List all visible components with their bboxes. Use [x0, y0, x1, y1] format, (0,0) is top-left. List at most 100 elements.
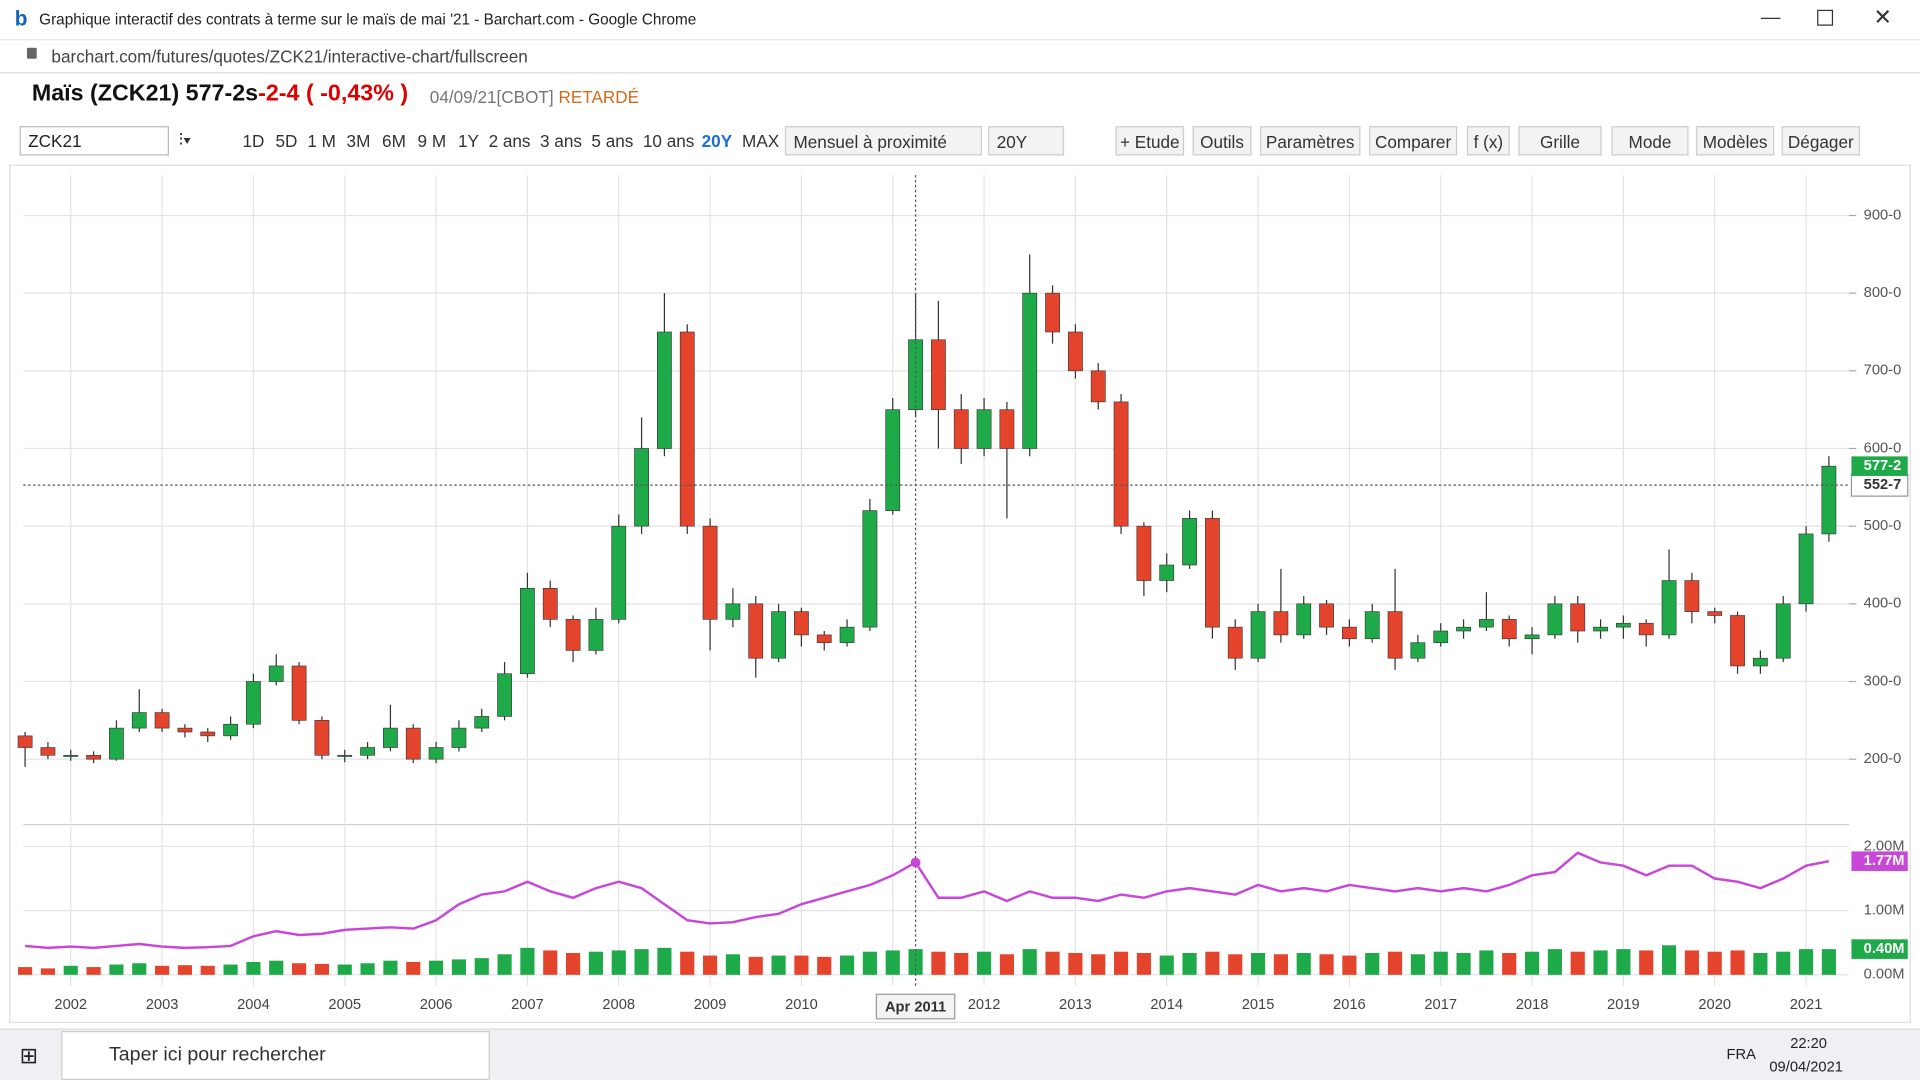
candle-body [885, 409, 901, 511]
oi-badge: 1.77M [1864, 853, 1905, 869]
range-button[interactable]: 3M [346, 131, 371, 151]
range-button[interactable]: 20Y [701, 131, 733, 151]
candle-body [1661, 580, 1677, 636]
start-button[interactable]: ⊞ [19, 1043, 39, 1068]
toolbar-button[interactable]: + Etude [1115, 126, 1185, 156]
candle-body [17, 735, 33, 748]
range-button[interactable]: 5D [275, 131, 298, 151]
candle-body [1387, 611, 1403, 659]
candle-body [976, 409, 992, 449]
candle-body [1113, 401, 1129, 527]
volume-bar [1593, 950, 1608, 975]
range-button[interactable]: MAX [742, 131, 780, 151]
volume-bar [246, 961, 261, 975]
candle-body [109, 727, 124, 760]
candle-body [1250, 611, 1266, 659]
maximize[interactable] [1817, 9, 1834, 26]
range-button[interactable]: 1D [242, 131, 265, 151]
candle-body [1410, 642, 1426, 659]
volume-bar [566, 952, 581, 975]
volume-bar [18, 967, 33, 975]
candle-body [1501, 619, 1517, 640]
toolbar-button[interactable]: Outils [1192, 126, 1252, 156]
candle-body [1821, 465, 1837, 535]
candle-body [177, 727, 193, 733]
range-button[interactable]: 6M [382, 131, 406, 151]
title-bar [0, 0, 1920, 41]
volume-badge: 0.40M [1864, 941, 1905, 957]
candle-body [702, 525, 718, 620]
toolbar-button[interactable]: Paramètres [1260, 126, 1361, 156]
toolbar-button[interactable]: Grille [1518, 126, 1602, 156]
range-button[interactable]: 2 ans [488, 131, 531, 151]
toolbar-button[interactable]: Dégager [1781, 126, 1861, 156]
y-tick-label: 200-0 [1864, 751, 1902, 767]
lock-icon [26, 47, 37, 59]
x-tick-label: 2010 [785, 997, 818, 1013]
candle-body [383, 727, 398, 748]
toolbar-button[interactable]: Comparer [1368, 126, 1458, 156]
candle-body [1227, 626, 1243, 659]
dropdown[interactable]: 20Y [988, 126, 1065, 156]
candle-body [1479, 619, 1494, 628]
candle-body [611, 525, 627, 620]
candle-body [1684, 580, 1700, 612]
candle-body [1775, 603, 1791, 659]
search-box[interactable]: ZCK21 [19, 126, 169, 156]
volume-bar [360, 963, 375, 975]
y-tick-label: 800-0 [1864, 285, 1902, 301]
volume-bar [1387, 951, 1403, 975]
toolbar-button[interactable]: Modèles [1695, 126, 1775, 156]
range-button[interactable]: 1 M [307, 131, 336, 151]
candle-body [839, 626, 855, 643]
candle-body [223, 723, 238, 737]
candle-body [1638, 622, 1654, 636]
y-tick-label: 600-0 [1864, 440, 1902, 456]
volume-bar [908, 949, 923, 975]
price-change: -2-4 ( -0,43% ) [258, 80, 409, 107]
candle-body [428, 747, 444, 760]
volume-bar [657, 947, 672, 975]
volume-bar [1182, 952, 1197, 975]
volume-bar [1342, 955, 1357, 975]
range-button[interactable]: 9 M [417, 131, 447, 151]
candle-body [360, 747, 375, 756]
volume-bar [1798, 949, 1814, 975]
range-button[interactable]: 10 ans [642, 131, 695, 151]
clock-date: 09/04/2021 [1769, 1057, 1843, 1076]
dropdown[interactable]: Mensuel à proximité [784, 126, 983, 156]
x-tick-label: 2002 [54, 997, 87, 1013]
date: 04/09/21[CBOT] [429, 86, 554, 107]
candle-body [657, 331, 672, 449]
range-button[interactable]: 1Y [457, 131, 479, 151]
candle-body [1342, 626, 1357, 640]
volume-bar [520, 947, 535, 975]
range-button[interactable]: 3 ans [540, 131, 582, 151]
candle-body [1570, 603, 1586, 632]
volume-bar [1296, 952, 1311, 975]
range-button[interactable]: 5 ans [591, 131, 634, 151]
volume-bar [1205, 951, 1220, 975]
candle-body [291, 665, 307, 721]
taskbar-search[interactable]: Taper ici pour rechercher [61, 1031, 490, 1080]
volume-bar [680, 951, 695, 975]
last-price-badge-box [1851, 456, 1908, 476]
volume-bar [132, 963, 147, 975]
close[interactable]: ✕ [1873, 4, 1892, 30]
volume-bar [109, 964, 124, 975]
minimize[interactable]: — [1760, 7, 1781, 29]
candle-body [474, 716, 490, 729]
candle-body [1090, 370, 1106, 403]
volume-bar [817, 956, 832, 975]
candle-body [1273, 611, 1289, 636]
symbol-text: Maïs (ZCK21) 577-2s [31, 80, 259, 107]
candle-body [1205, 518, 1220, 628]
candle-body [1319, 603, 1334, 628]
toolbar-button[interactable]: Mode [1611, 126, 1689, 156]
volume-bar [155, 965, 170, 975]
url[interactable]: barchart.com/futures/quotes/ZCK21/intera… [51, 46, 528, 67]
chart-type[interactable]: ⫶▾ [178, 129, 192, 150]
toolbar-button[interactable]: f (x) [1466, 126, 1510, 156]
y-tick-label: 0.00M [1864, 967, 1905, 983]
